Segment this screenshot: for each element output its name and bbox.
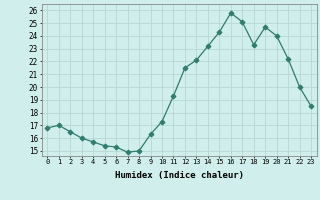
X-axis label: Humidex (Indice chaleur): Humidex (Indice chaleur) <box>115 171 244 180</box>
